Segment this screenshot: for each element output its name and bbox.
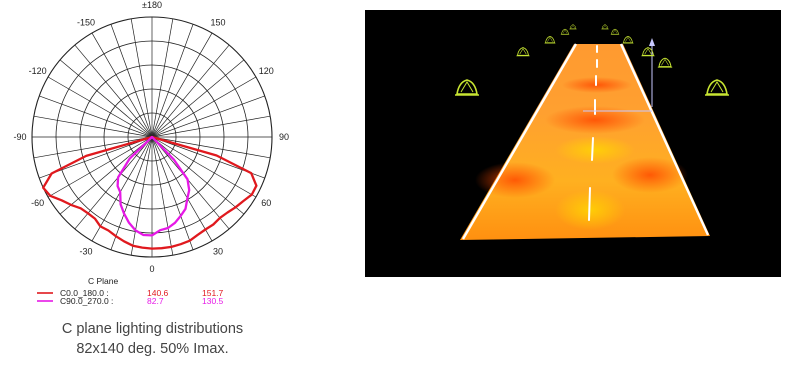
grid-spoke [151,115,271,138]
grid-spoke [47,136,153,198]
grid-spoke [59,59,153,138]
series-curve-1 [116,135,191,237]
grid-spoke [151,136,194,250]
chart-caption: C plane lighting distributions 82x140 de… [0,319,305,359]
grid-spoke [151,32,213,138]
angle-tick-label: 30 [213,246,223,256]
luminaire-icon [657,57,673,68]
angle-tick-label: 90 [279,132,289,142]
grid-spoke [59,136,153,215]
grid-spoke [33,115,153,138]
angle-tick-label: -30 [79,246,92,256]
intensity-curves [42,135,258,250]
grid-spoke [151,24,194,138]
grid-spoke [151,136,213,242]
grid-spoke [151,59,245,138]
angle-tick-label: ±180 [142,0,162,10]
grid-spoke [110,136,153,250]
grid-spoke [110,24,153,138]
angle-tick-label: -150 [77,18,95,28]
grid-spoke [151,136,257,198]
legend-value-c90-b: 130.5 [202,296,224,306]
legend-label-c0: C0.0_180.0 : [60,288,109,298]
grid-spoke [91,136,153,242]
legend-value-c90-a: 82.7 [147,296,164,306]
road-lighting-render [365,10,781,277]
polar-chart: ±180 -150 150 -120 120 -90 90 -60 60 -30 30 0 C Pla… [13,0,289,306]
grid-spoke [130,136,153,256]
grid-spoke [151,136,174,256]
angle-tick-label: 120 [259,66,274,76]
legend-value-c0-a: 140.6 [147,288,169,298]
luminaire-icon [641,47,655,57]
angle-tick-label: 60 [261,198,271,208]
caption-line-1: C plane lighting distributions [61,321,244,337]
grid-spoke [47,76,153,138]
caption-line-2: 82x140 deg. 50% Imax. [76,341,229,357]
polar-grid [31,16,273,258]
angle-tick-labels: ±180 -150 150 -120 120 -90 90 -60 60 -30 30 0 [13,0,289,274]
luminaire-icon [516,47,530,57]
legend-value-c0-b: 151.7 [202,288,224,298]
grid-spoke [91,32,153,138]
luminaire-icon [544,36,556,44]
luminaire-icon [560,28,570,35]
legend-title: C Plane [88,276,119,286]
luminaire-icon [610,28,620,35]
grid-spoke [39,95,153,138]
legend-label-c90: C90.0_270.0 : [60,296,113,306]
angle-tick-label: -120 [29,66,47,76]
legend: C Plane C0.0_180.0 : 140.6 151.7 C90.0_2… [37,276,224,306]
grid-spoke [151,136,230,230]
road-surface [460,44,710,240]
grid-spoke [130,18,153,138]
grid-spoke [151,76,257,138]
axis-gizmo [583,38,655,112]
road-edge-lines [461,43,710,240]
grid-spoke [151,18,174,138]
grid-spoke [33,136,153,159]
angle-tick-label: 150 [210,18,225,28]
series-curve-0 [42,135,258,250]
grid-spoke [151,136,245,215]
luminaire-icon [705,79,729,96]
grid-spoke [151,136,271,159]
luminaire-icon [622,36,634,44]
grid-spoke [74,44,153,138]
luminaire-icon [455,79,479,96]
luminaires [455,24,729,96]
luminaire-icon [569,24,577,30]
grid-spoke [151,95,265,138]
luminaire-icon [601,24,609,30]
road-center-dashes [588,45,598,221]
grid-spoke [151,44,230,138]
angle-tick-label: -90 [13,132,26,142]
angle-tick-label: -60 [31,198,44,208]
angle-tick-label: 0 [149,264,154,274]
